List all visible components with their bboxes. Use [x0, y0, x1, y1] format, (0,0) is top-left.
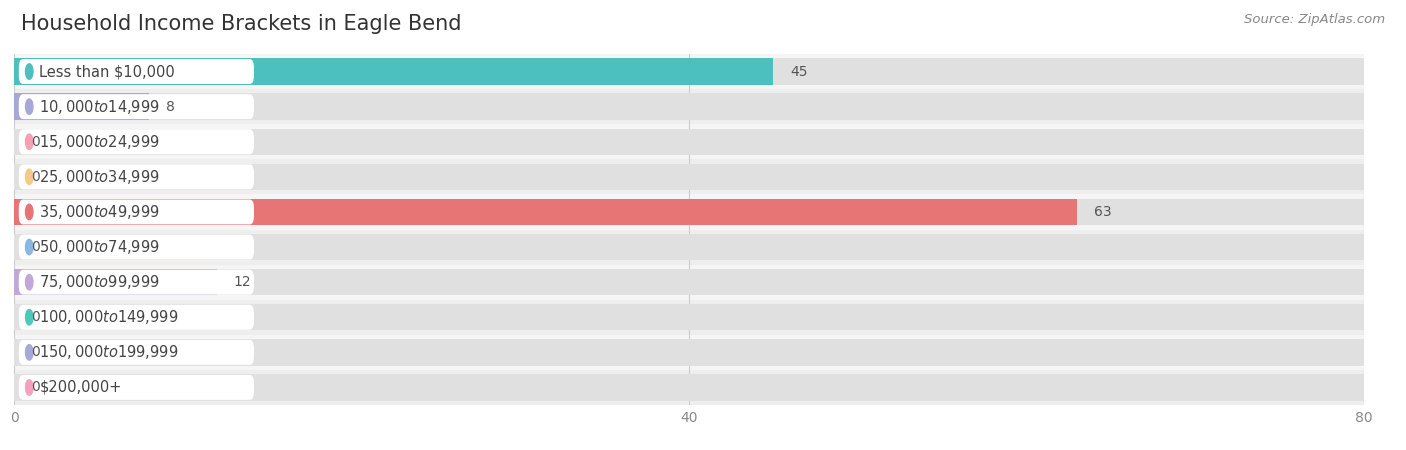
- Circle shape: [25, 345, 32, 360]
- Text: Less than $10,000: Less than $10,000: [39, 64, 176, 79]
- Bar: [14, 300, 1364, 335]
- Text: $75,000 to $99,999: $75,000 to $99,999: [39, 273, 160, 291]
- Circle shape: [25, 64, 32, 79]
- Bar: [14, 339, 1364, 365]
- Text: 45: 45: [790, 64, 807, 79]
- FancyBboxPatch shape: [18, 375, 254, 400]
- FancyBboxPatch shape: [18, 270, 254, 295]
- Text: 0: 0: [31, 240, 39, 254]
- Text: 0: 0: [31, 170, 39, 184]
- FancyBboxPatch shape: [18, 129, 254, 154]
- Text: 0: 0: [31, 380, 39, 395]
- FancyBboxPatch shape: [18, 234, 254, 260]
- Text: 0: 0: [31, 345, 39, 360]
- Bar: [14, 304, 1364, 330]
- Circle shape: [25, 239, 32, 255]
- Bar: [14, 199, 1364, 225]
- Bar: [14, 124, 1364, 159]
- Bar: [14, 89, 1364, 124]
- Bar: [14, 54, 1364, 89]
- Bar: [14, 58, 773, 85]
- Bar: [14, 159, 1364, 194]
- Circle shape: [25, 204, 32, 220]
- Bar: [14, 230, 1364, 265]
- Text: 8: 8: [166, 99, 174, 114]
- Bar: [14, 370, 1364, 405]
- Bar: [14, 374, 1364, 400]
- Bar: [14, 269, 1364, 295]
- Text: 63: 63: [1094, 205, 1112, 219]
- Circle shape: [25, 99, 32, 114]
- Text: $10,000 to $14,999: $10,000 to $14,999: [39, 98, 160, 116]
- Text: $200,000+: $200,000+: [39, 380, 122, 395]
- Text: $100,000 to $149,999: $100,000 to $149,999: [39, 308, 179, 326]
- FancyBboxPatch shape: [18, 305, 254, 330]
- Text: $150,000 to $199,999: $150,000 to $199,999: [39, 343, 179, 361]
- Circle shape: [25, 310, 32, 325]
- Bar: [14, 164, 1364, 190]
- Circle shape: [25, 169, 32, 184]
- Text: Source: ZipAtlas.com: Source: ZipAtlas.com: [1244, 14, 1385, 27]
- Text: 12: 12: [233, 275, 252, 289]
- Bar: [14, 94, 1364, 120]
- Text: $50,000 to $74,999: $50,000 to $74,999: [39, 238, 160, 256]
- Bar: [14, 94, 149, 120]
- Bar: [14, 129, 1364, 155]
- Text: Household Income Brackets in Eagle Bend: Household Income Brackets in Eagle Bend: [21, 14, 461, 33]
- Circle shape: [25, 380, 32, 395]
- Text: $25,000 to $34,999: $25,000 to $34,999: [39, 168, 160, 186]
- Bar: [14, 194, 1364, 230]
- Bar: [14, 269, 217, 295]
- Text: $15,000 to $24,999: $15,000 to $24,999: [39, 133, 160, 151]
- FancyBboxPatch shape: [18, 164, 254, 189]
- FancyBboxPatch shape: [18, 340, 254, 365]
- Circle shape: [25, 274, 32, 290]
- Bar: [14, 199, 1077, 225]
- Circle shape: [25, 134, 32, 149]
- FancyBboxPatch shape: [18, 94, 254, 119]
- FancyBboxPatch shape: [18, 199, 254, 225]
- Text: 0: 0: [31, 310, 39, 324]
- Text: 0: 0: [31, 135, 39, 149]
- FancyBboxPatch shape: [18, 59, 254, 84]
- Bar: [14, 335, 1364, 370]
- Text: $35,000 to $49,999: $35,000 to $49,999: [39, 203, 160, 221]
- Bar: [14, 234, 1364, 260]
- Bar: [14, 58, 1364, 85]
- Bar: [14, 265, 1364, 300]
